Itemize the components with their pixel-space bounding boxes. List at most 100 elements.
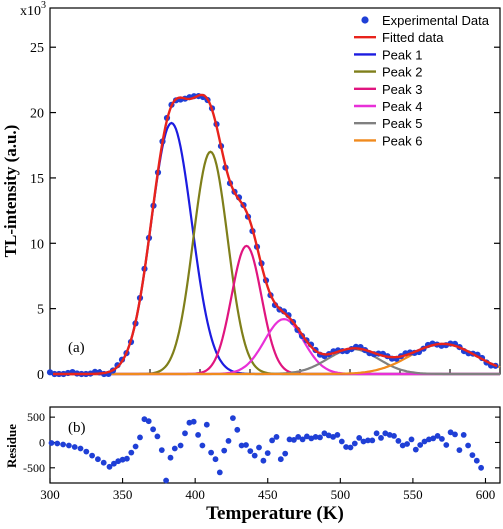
residue-point <box>412 446 419 453</box>
y-tick-label-b: -500 <box>23 461 45 475</box>
residue-point <box>439 436 445 442</box>
residue-point <box>460 432 467 438</box>
residue-point <box>478 464 484 471</box>
residue-point <box>395 438 402 444</box>
residue-point <box>330 434 336 440</box>
residue-point <box>195 432 202 438</box>
residue-point <box>71 444 78 450</box>
residue-point <box>89 452 95 459</box>
legend-marker <box>361 16 369 24</box>
residue-point <box>417 442 424 448</box>
y-tick-label-b: 0 <box>39 435 45 449</box>
residue-point <box>54 440 61 447</box>
y-axis-title-b: Residue <box>4 424 19 468</box>
y-tick-label-a: 20 <box>30 107 44 122</box>
residue-point <box>356 435 363 441</box>
residue-point <box>295 434 302 440</box>
residue-point <box>167 454 174 461</box>
legend-label: Peak 4 <box>382 99 422 114</box>
residue-point <box>465 442 471 449</box>
residue-point <box>304 433 310 440</box>
residue-point <box>273 434 280 440</box>
residue-point <box>369 437 376 444</box>
residue-point <box>221 447 228 454</box>
residue-point <box>260 457 267 464</box>
panel-b-label: (b) <box>68 420 86 436</box>
residue-point <box>299 436 306 443</box>
residue-point <box>171 445 178 452</box>
residue-point <box>238 442 245 449</box>
residue-point <box>208 449 215 456</box>
legend-label: Peak 2 <box>382 65 422 80</box>
residue-point <box>145 418 152 425</box>
residue-point <box>277 456 284 463</box>
residue-point <box>343 444 349 450</box>
residue-point <box>391 433 397 439</box>
residue-point <box>83 448 90 455</box>
residue-point <box>77 445 84 452</box>
residue-point <box>452 431 458 438</box>
legend-label: Peak 6 <box>382 133 422 148</box>
panel-a-frame <box>49 7 501 375</box>
residue-point <box>334 432 341 438</box>
residue-point <box>282 450 289 457</box>
residue-point <box>456 447 463 453</box>
residue-point <box>48 440 55 446</box>
x-tick-label: 400 <box>185 487 205 502</box>
panel-a-peak-curves <box>57 121 501 376</box>
y-multiplier-label: x103 <box>20 0 46 18</box>
residue-point <box>216 469 223 476</box>
residue-point <box>182 430 188 437</box>
residue-point <box>132 443 139 450</box>
residue-point <box>421 438 428 445</box>
residue-point <box>234 426 241 433</box>
y-tick-label-a: 25 <box>30 41 44 56</box>
residue-point <box>321 430 328 437</box>
residue-point <box>430 435 437 442</box>
residue-point <box>199 442 206 449</box>
x-axis-title: Temperature (K) <box>206 503 344 524</box>
x-tick-label: 550 <box>403 487 423 502</box>
legend-label: Fitted data <box>382 30 444 45</box>
residue-point <box>338 438 345 445</box>
residue-point <box>256 444 262 451</box>
residue-point <box>137 434 143 441</box>
residue-point <box>158 447 165 453</box>
residue-point <box>351 440 358 447</box>
x-tick-label: 350 <box>113 487 133 502</box>
legend-label: Peak 1 <box>382 47 422 62</box>
residue-point <box>325 432 332 439</box>
panel-a-experimental-points <box>46 93 499 378</box>
residue-point <box>100 459 107 466</box>
residue-point <box>473 457 480 464</box>
residue-point <box>360 438 367 445</box>
fitted-curve <box>53 93 498 376</box>
residue-point <box>286 436 293 443</box>
residue-point <box>447 429 454 436</box>
residue-point <box>190 418 197 425</box>
residue-point <box>399 442 406 449</box>
residue-point <box>408 436 415 443</box>
residue-point <box>469 452 476 458</box>
residue-point <box>291 437 297 443</box>
residue-point <box>111 460 117 467</box>
residue-point <box>106 463 113 470</box>
panel-a-label: (a) <box>68 340 85 356</box>
residue-point <box>243 442 249 448</box>
y-axis-title-a: TL-intensity (a.u.) <box>1 125 20 258</box>
residue-point <box>150 426 157 433</box>
residue-point <box>203 421 210 428</box>
residue-point <box>378 435 384 441</box>
residue-point <box>247 448 254 454</box>
residue-point <box>264 450 271 456</box>
residue-point <box>141 416 148 423</box>
y-tick-label-b: 500 <box>27 410 45 424</box>
residue-point <box>225 438 232 444</box>
y-tick-label-a: 5 <box>37 303 44 318</box>
panel-a-fitted-curve-group <box>53 93 498 376</box>
peak-curve-peak-2 <box>57 150 500 376</box>
x-tick-label: 500 <box>331 487 351 502</box>
peak-curve-peak-1 <box>57 121 500 376</box>
